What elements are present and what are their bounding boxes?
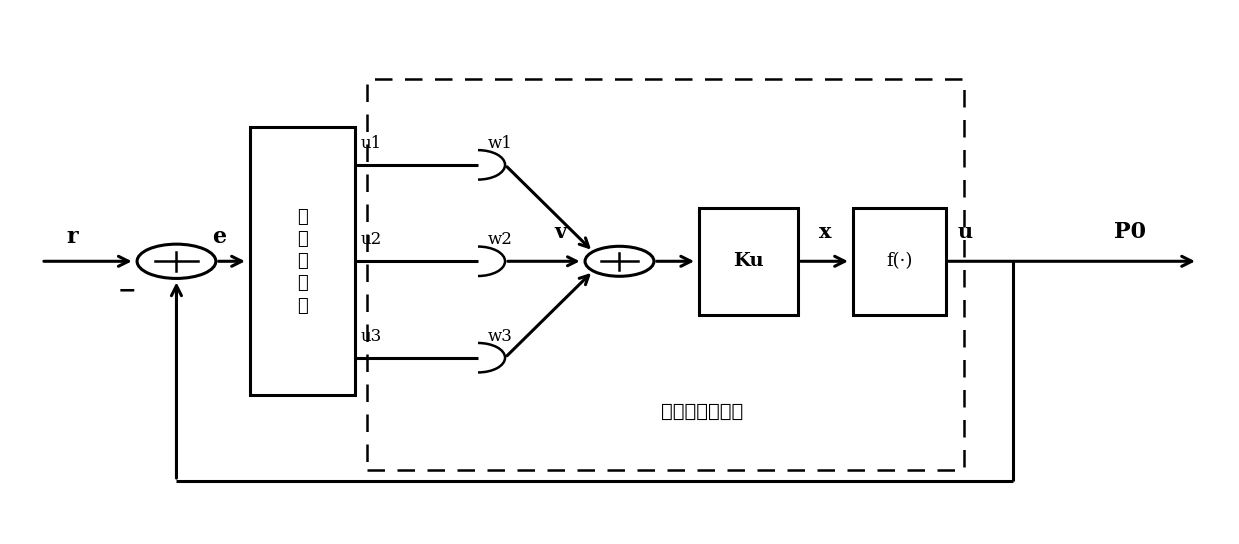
Bar: [700, 208, 798, 315]
Text: u2: u2: [361, 231, 383, 249]
Text: u1: u1: [361, 135, 383, 152]
Text: 状
态
变
换
器: 状 态 变 换 器: [297, 208, 309, 314]
Text: 单神经元控制器: 单神经元控制器: [662, 402, 743, 421]
Bar: [367, 79, 964, 470]
Text: w1: w1: [488, 135, 513, 152]
Text: u3: u3: [361, 328, 383, 345]
Text: x: x: [819, 222, 831, 242]
Text: e: e: [212, 226, 227, 248]
Text: f(·): f(·): [886, 252, 913, 270]
Bar: [854, 208, 945, 315]
Text: w3: w3: [488, 328, 513, 345]
Text: P0: P0: [1114, 221, 1146, 243]
Bar: [250, 127, 354, 395]
Text: v: v: [554, 222, 566, 242]
Text: Ku: Ku: [733, 252, 764, 270]
Text: −: −: [118, 281, 136, 301]
Text: r: r: [66, 226, 78, 248]
Text: u: u: [958, 222, 973, 242]
Text: w2: w2: [488, 231, 513, 249]
